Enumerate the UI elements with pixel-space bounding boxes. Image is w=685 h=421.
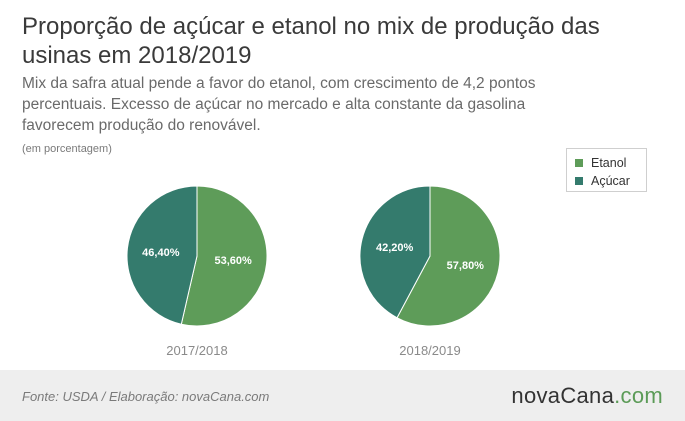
pie-2-slice-acucar xyxy=(359,185,431,319)
legend-label-etanol: Etanol xyxy=(591,156,627,170)
unit-note: (em porcentagem) xyxy=(22,143,112,155)
source-note: Fonte: USDA / Elaboração: novaCana.com xyxy=(22,389,270,404)
pie-2-label-acucar: 42,20% xyxy=(376,242,414,254)
pie-2-slice-etanol xyxy=(396,185,501,327)
novacana-logo: novaCana.com xyxy=(511,383,663,409)
legend: Etanol Açúcar xyxy=(566,148,647,192)
legend-swatch-etanol xyxy=(575,159,583,167)
pie-1-slice-etanol xyxy=(180,185,268,327)
pie-2-caption: 2018/2019 xyxy=(399,343,460,358)
logo-main: novaCana xyxy=(511,383,615,408)
chart-title: Proporção de açúcar e etanol no mix de p… xyxy=(22,13,600,69)
pie-1-slice-acucar xyxy=(126,185,198,325)
pie-1-label-acucar: 46,40% xyxy=(142,247,180,259)
chart-subtitle: Mix da safra atual pende a favor do etan… xyxy=(22,75,536,134)
pie-1-label-etanol: 53,60% xyxy=(215,255,253,267)
legend-swatch-acucar xyxy=(575,177,583,185)
pie-2-label-etanol: 57,80% xyxy=(447,260,485,272)
footer: Fonte: USDA / Elaboração: novaCana.com n… xyxy=(0,370,685,421)
pie-charts: 53,60% 46,40% 2017/2018 57,80% 42,20% 2018/20… xyxy=(126,185,501,358)
pie-1-caption: 2017/2018 xyxy=(166,343,227,358)
legend-label-acucar: Açúcar xyxy=(591,174,630,188)
legend-item-acucar: Açúcar xyxy=(575,172,646,190)
logo-tld: .com xyxy=(614,383,663,408)
legend-item-etanol: Etanol xyxy=(575,154,646,172)
